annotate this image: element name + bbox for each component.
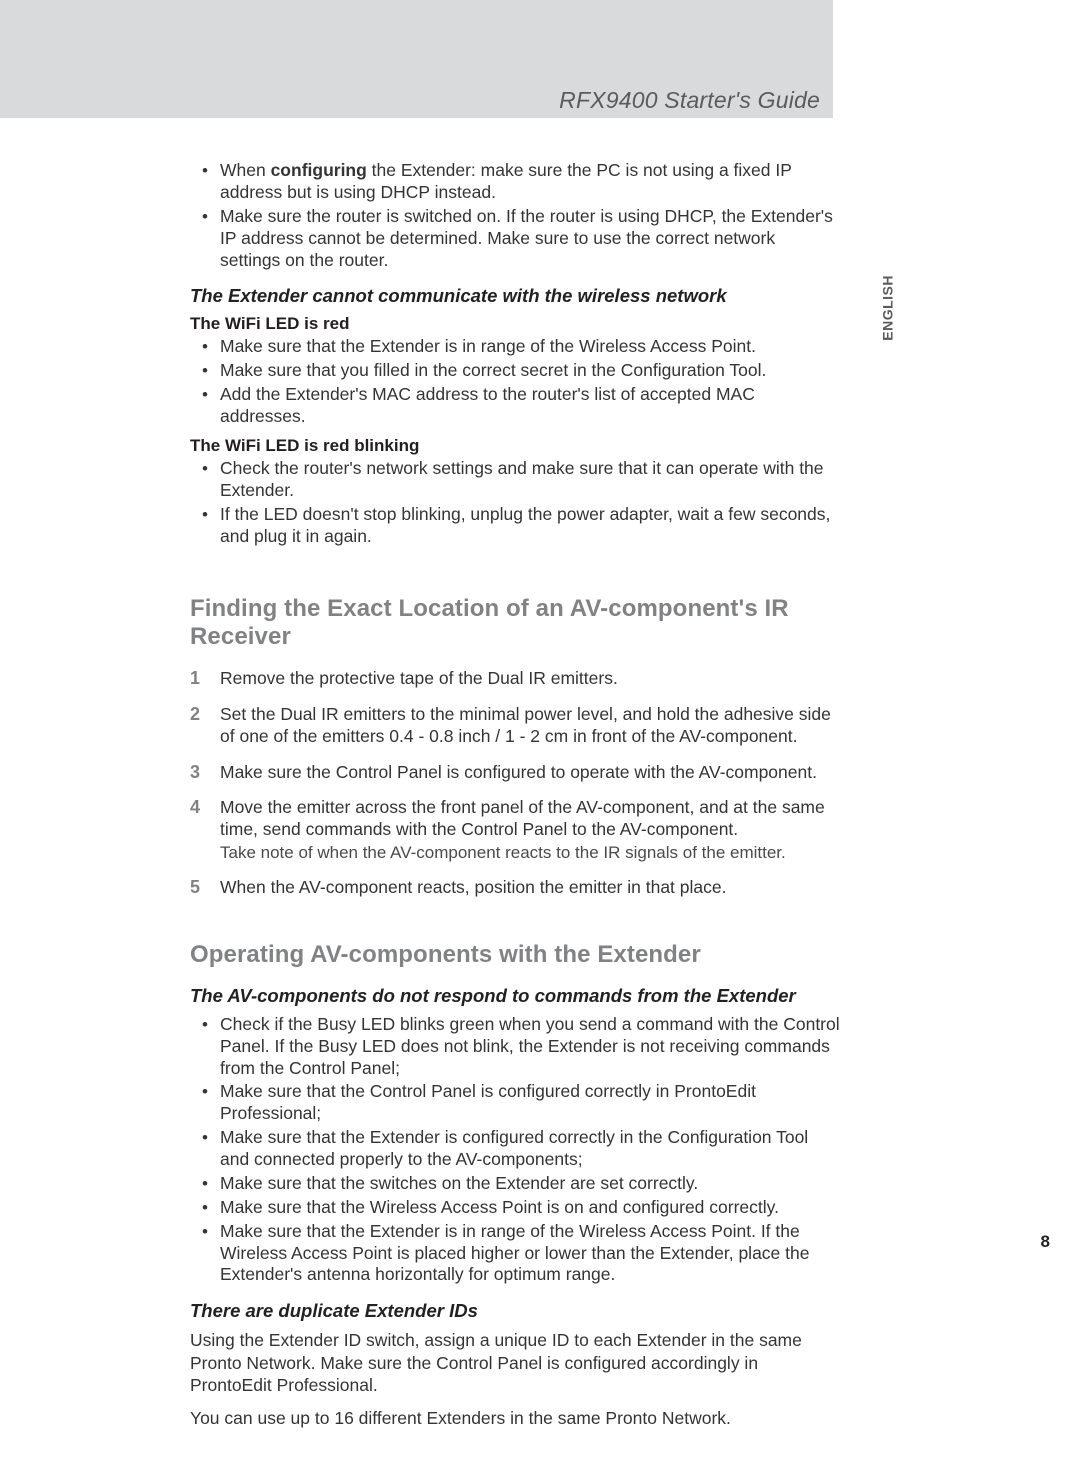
step-text: Set the Dual IR emitters to the minimal … [220,704,831,746]
bullet-group: Make sure that the Extender is in range … [190,336,840,428]
step-number: 5 [190,876,212,899]
bullet-item: Make sure that you filled in the correct… [190,360,840,382]
paragraph: Using the Extender ID switch, assign a u… [190,1329,840,1396]
step-note: Take note of when the AV-component react… [220,842,840,864]
step-item: 3 Make sure the Control Panel is configur… [190,761,840,783]
paragraph: You can use up to 16 different Extenders… [190,1407,840,1429]
group-title: The WiFi LED is red blinking [190,436,840,456]
step-text: Make sure the Control Panel is configure… [220,762,817,782]
bullet-item: Check if the Busy LED blinks green when … [190,1014,840,1080]
bullet-item: Make sure that the Extender is in range … [190,336,840,358]
step-text: Move the emitter across the front panel … [220,797,825,839]
bullet-item: Make sure that the Wireless Access Point… [190,1197,840,1219]
bullet-item: When configuring the Extender: make sure… [190,160,840,204]
bullet-item: Make sure that the switches on the Exten… [190,1173,840,1195]
section-heading: Operating AV-components with the Extende… [190,941,840,969]
page-number: 8 [1041,1232,1050,1252]
document-title: RFX9400 Starter's Guide [0,87,820,114]
section-subheading: The AV-components do not respond to comm… [190,985,840,1007]
bullet-item: Make sure that the Extender is configure… [190,1127,840,1171]
group-title: The WiFi LED is red [190,314,840,334]
bullet-item: Add the Extender's MAC address to the ro… [190,384,840,428]
bullet-item: Check the router's network settings and … [190,458,840,502]
bullet-item: If the LED doesn't stop blinking, unplug… [190,504,840,548]
step-item: 1 Remove the protective tape of the Dual … [190,667,840,689]
intro-bullets: When configuring the Extender: make sure… [190,160,840,271]
bullet-item: Make sure that the Control Panel is conf… [190,1081,840,1125]
bullet-item: Make sure that the Extender is in range … [190,1221,840,1287]
step-item: 4 Move the emitter across the front panel… [190,796,840,864]
text: When [220,160,271,180]
bullet-item: Make sure the router is switched on. If … [190,206,840,272]
bullet-group: Check the router's network settings and … [190,458,840,548]
step-number: 2 [190,703,212,726]
step-number: 1 [190,667,212,690]
bold-text: configuring [271,160,367,180]
section-subheading: The Extender cannot communicate with the… [190,285,840,307]
step-number: 3 [190,761,212,784]
numbered-steps: 1 Remove the protective tape of the Dual … [190,667,840,898]
step-text: When the AV-component reacts, position t… [220,877,726,897]
step-item: 2 Set the Dual IR emitters to the minimal… [190,703,840,748]
language-tab: ENGLISH [880,275,896,341]
step-item: 5 When the AV-component reacts, position … [190,876,840,898]
step-text: Remove the protective tape of the Dual I… [220,668,618,688]
page-content: When configuring the Extender: make sure… [190,160,840,1431]
bullet-group: Check if the Busy LED blinks green when … [190,1014,840,1287]
section-heading: Finding the Exact Location of an AV-comp… [190,595,840,651]
section-subheading: There are duplicate Extender IDs [190,1300,840,1322]
step-number: 4 [190,796,212,819]
text: Make sure the router is switched on. If … [220,206,833,270]
